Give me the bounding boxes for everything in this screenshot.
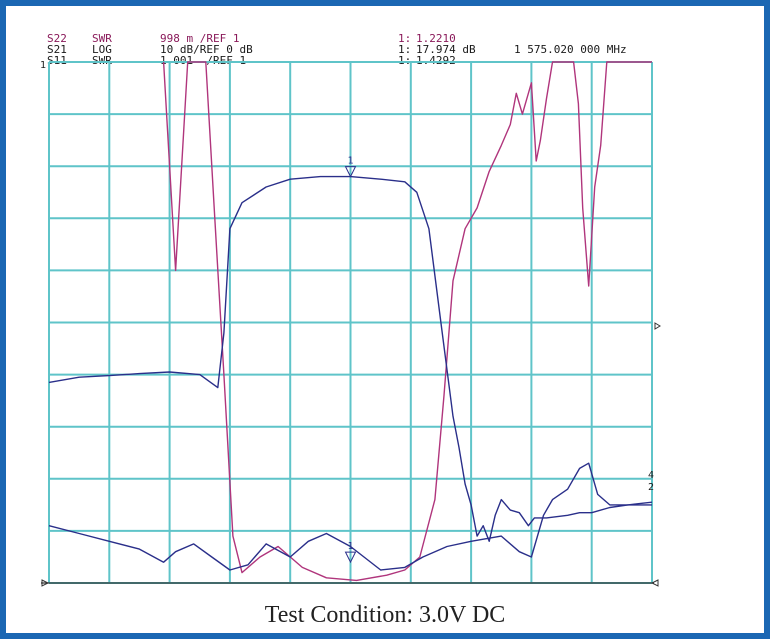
header-row-2-param: S21 bbox=[47, 43, 67, 56]
grid bbox=[41, 61, 654, 584]
header-row-1-param: S22 bbox=[47, 32, 67, 45]
reference-arrow-icon bbox=[650, 579, 659, 587]
trace-line-3 bbox=[48, 462, 652, 571]
header-row-2-scale: 10 dB/REF 0 dB bbox=[160, 43, 253, 56]
analyzer-header: S22 SWR 998 m /REF 1 1: 1.2210 S21 LOG 1… bbox=[0, 0, 770, 70]
header-row-2-marker-value: 17.974 dB bbox=[416, 43, 476, 56]
traces bbox=[48, 61, 653, 582]
header-row-1-marker-value: 1.2210 bbox=[416, 32, 456, 45]
header-row-1-format: SWR bbox=[92, 32, 112, 45]
trace-line-1 bbox=[162, 61, 652, 582]
reference-marker-label: 1 bbox=[40, 60, 46, 71]
header-row-3-format: SWR bbox=[92, 54, 112, 67]
marker-label: 1 bbox=[348, 156, 354, 167]
marker-triangle-icon bbox=[344, 166, 357, 178]
header-row-3-param: S11 bbox=[47, 54, 67, 67]
reference-marker-label: 4 bbox=[648, 470, 654, 481]
header-row-3-scale: 1.001 /REF 1 bbox=[160, 54, 247, 67]
header-row-3-marker-value: 1.4292 bbox=[416, 54, 456, 67]
markers: 1 1 1 24 bbox=[40, 60, 661, 587]
header-row-1-scale: 998 m /REF 1 bbox=[160, 32, 240, 45]
header-row-2-marker: 1: bbox=[398, 43, 412, 56]
header-row-2-marker-frequency: 1 575.020 000 MHz bbox=[514, 43, 627, 56]
header-row-3-marker: 1: bbox=[398, 54, 412, 67]
header-row-2-format: LOG bbox=[92, 43, 112, 56]
reference-arrow-icon bbox=[41, 579, 50, 587]
header-row-1-marker: 1: bbox=[398, 32, 412, 45]
test-condition-caption: Test Condition: 3.0V DC bbox=[264, 602, 506, 628]
marker-triangle-icon bbox=[344, 551, 357, 564]
reference-arrow-icon bbox=[654, 322, 661, 330]
reference-marker-label: 2 bbox=[648, 482, 654, 493]
marker-label: 1 bbox=[348, 541, 354, 552]
